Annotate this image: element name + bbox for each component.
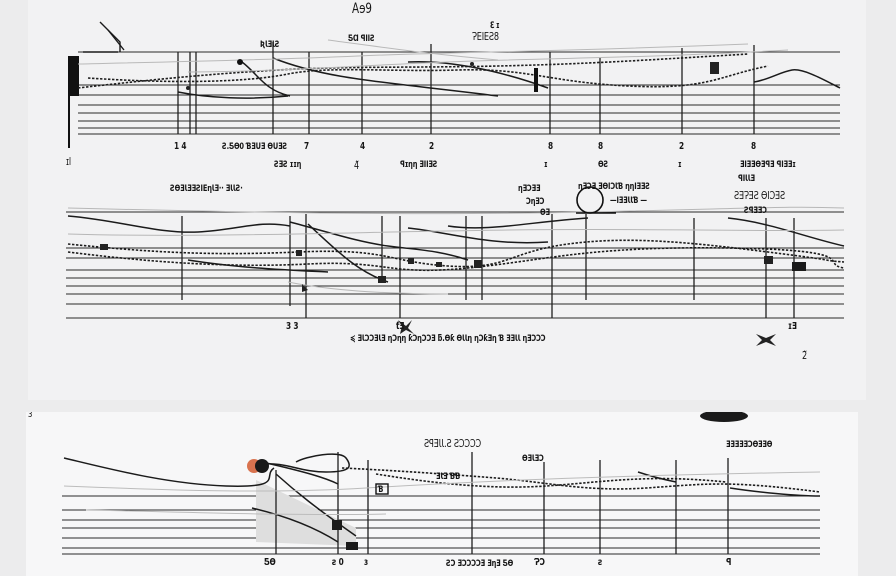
panel-1-caption-d: ꟼɪƞƞ ƎIIƎƧ — [400, 160, 438, 170]
panel-1-left-tag: ƦƖƎƖƧ — [260, 40, 280, 50]
staff-panel-1-drawing — [68, 21, 841, 148]
panel-1-caption-b: ƧƎƧ ɪɪƞ — [274, 160, 302, 170]
staff-panel-2-drawing — [66, 186, 845, 346]
panel-2-corner: 2̃ — [802, 349, 808, 362]
staff-panel-3: ɜ ƧꟼƎƖƖ.Ƨ ƧƆƆƆƆ ƎƖƎ ƁƁ ƟƎƖƎƆ ƎƎƎƎƎƆƟƎƎƟ … — [26, 412, 858, 576]
staff-panel-2: ƧƟƎƖƎƎƧIEƞƖƎ·· ƎƖƖƧ· ƞƎƆƎƎ ƆƞƎƆ ƟƎ ƞƎƆƎ … — [28, 172, 866, 400]
panel-3-tick-a: ƼƟ — [264, 557, 276, 568]
panel-1-caption-g: ɪ — [678, 160, 682, 170]
panel-1-caption-f: ƟƧ — [598, 160, 609, 170]
panel-2-tick-a: 3 3 — [286, 321, 299, 332]
panel-1-far-left: ɪl — [66, 155, 71, 168]
panel-3-header-c: ƟƎƖƎƆ — [522, 454, 544, 464]
panel-1-tick-label: 2 — [429, 141, 434, 152]
panel-2-tick-b: ƭƎ — [396, 321, 405, 332]
staff-panel-1: Aɘ9 ℇ ɪ ɁEIEƧ8 ƦƖƎƖƧ ƼⱭ ꟼIIƧ 1 4 7 4 2 8… — [28, 0, 866, 200]
panel-2-header-far-c: ƧꟼƎƎƆ — [744, 206, 767, 216]
panel-1-tick-label: 4 — [360, 141, 365, 152]
panel-2-header-mid-b: ƆƞƎƆ — [526, 197, 545, 207]
panel-1-subtitle: ɁEIEƧ8 — [472, 30, 499, 43]
panel-3-tick-f: ꟼ — [726, 557, 732, 568]
panel-1-small-mark: ƼⱭ ꟼIIƧ — [348, 34, 375, 44]
panel-3-caption: ƧƆ ƎƆƆƆƆƎ ƎƞƎ ƼƟ — [446, 559, 514, 569]
panel-2-header-left: ƧƟƎƖƎƎƧIEƞƖƎ·· ƎƖƖƧ· — [170, 184, 243, 194]
panel-1-title: Aɘ9 — [352, 1, 373, 17]
panel-1-caption-e: ɪ — [544, 160, 548, 170]
panel-2-header-far-a: ꟼIƖƖƎ — [738, 174, 755, 184]
panel-3-tick-c: ɜ — [364, 557, 368, 568]
panel-3-tick-b: ƨ 0 — [332, 557, 344, 568]
panel-2-header-far-b: ƧƎɁƎƧ ƟIƆƎƧ — [734, 189, 785, 202]
panel-1-tick-label: 2 — [679, 141, 684, 152]
panel-2-header-right-a: ƞƎƆƎ ƎƟIƆƖƁ ƞƞIƎƎƧ — [578, 182, 650, 192]
panel-1-tick-label: 8 — [548, 141, 553, 152]
panel-1-caption-a: Ƨ.ƼƟ0 ƁƎUƎ ƟUƎƧ — [222, 142, 288, 152]
panel-2-header-mid-c: ƟƎ — [540, 208, 550, 218]
panel-3-tick-e: ƨ — [598, 557, 603, 568]
panel-3-header-right: ƎƎƎƎƎƆƟƎƎƟ — [726, 440, 773, 450]
panel-1-tick-label: 8 — [751, 141, 756, 152]
panel-3-box-label: Ɓ — [378, 485, 384, 495]
staff-panel-3-drawing — [62, 412, 821, 555]
panel-1-tick-label: 8 — [598, 141, 603, 152]
panel-2-caption: ≼ ƎƖƆƆƎƖƎ ƞƆƞƞ ƙƆƞƆƆƎ ƃ.Ɵƙ ƟƖƖƞ ƞƆƙƎƞ Ɓ … — [350, 334, 546, 344]
panel-2-tick-c: ɪƎ — [788, 321, 797, 332]
panel-1-caption-h: ƎIƎƎƟƎꟼƎ ꟼIƎƎɪ — [740, 160, 796, 170]
panel-3-corner-mark: ɜ — [28, 412, 33, 420]
panel-3-header-b: ƎƖƎ ƁƁ — [436, 472, 461, 482]
panel-1-tick-label: 1 4 — [174, 141, 187, 152]
panel-3-tick-d: ɁƆ — [534, 557, 545, 568]
panel-2-header-mid-a: ƞƎƆƎƎ — [518, 184, 541, 194]
panel-3-header-a: ƧꟼƎƖƖ.Ƨ ƧƆƆƆƆ — [424, 437, 482, 450]
panel-1-caption-c: 4̃ — [354, 159, 360, 172]
panel-1-mark: ℇ ɪ — [490, 21, 500, 31]
panel-2-header-right-b: —IƎƎƖƖƁ — — [610, 196, 647, 206]
panel-1-tick-label: 7 — [304, 141, 309, 152]
